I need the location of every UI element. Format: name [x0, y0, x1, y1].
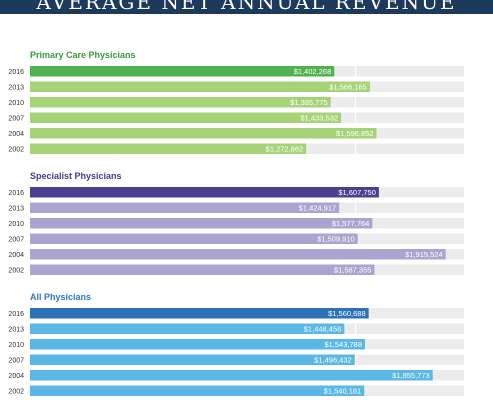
value-label: $1,915,524	[405, 250, 443, 259]
year-label: 2004	[8, 252, 24, 259]
bar	[30, 187, 379, 198]
bar	[30, 218, 373, 229]
year-label: 2007	[8, 237, 24, 244]
bar	[30, 354, 355, 365]
bar	[30, 66, 335, 77]
value-label: $1,509,910	[317, 235, 355, 244]
year-label: 2002	[8, 268, 24, 275]
value-label: $1,433,532	[301, 114, 339, 123]
bar	[30, 370, 433, 381]
year-label: 2016	[8, 69, 24, 76]
value-label: $1,424,917	[299, 204, 337, 213]
value-label: $1,272,862	[266, 145, 304, 154]
year-label: 2004	[8, 373, 24, 380]
year-label: 2016	[8, 311, 24, 318]
value-label: $1,855,773	[392, 371, 430, 380]
bar	[30, 339, 366, 350]
year-label: 2007	[8, 358, 24, 365]
year-label: 2010	[8, 342, 24, 349]
value-label: $1,566,165	[329, 83, 367, 92]
year-label: 2016	[8, 190, 24, 197]
group-title: Primary Care Physicians	[30, 50, 136, 60]
value-label: $1,577,764	[332, 219, 370, 228]
bar	[30, 385, 365, 396]
year-label: 2007	[8, 116, 24, 123]
value-label: $1,402,268	[294, 67, 332, 76]
bar	[30, 233, 358, 244]
year-label: 2013	[8, 206, 24, 213]
year-label: 2010	[8, 221, 24, 228]
group-title: Specialist Physicians	[30, 171, 122, 181]
value-label: $1,448,458	[304, 325, 342, 334]
bar	[30, 249, 446, 260]
group-title: All Physicians	[30, 292, 91, 302]
value-label: $1,385,775	[290, 98, 328, 107]
bar	[30, 81, 370, 92]
year-label: 2002	[8, 147, 24, 154]
year-label: 2013	[8, 327, 24, 334]
value-label: $1,540,181	[324, 387, 362, 396]
bar	[30, 97, 331, 108]
year-label: 2010	[8, 100, 24, 107]
bar	[30, 128, 377, 139]
bar	[30, 202, 340, 213]
bar	[30, 264, 375, 275]
value-label: $1,596,852	[336, 129, 374, 138]
bar	[30, 308, 369, 319]
bar	[30, 323, 345, 334]
value-label: $1,607,750	[338, 188, 376, 197]
year-label: 2013	[8, 85, 24, 92]
bar	[30, 143, 307, 154]
value-label: $1,496,432	[314, 356, 352, 365]
value-label: $1,560,688	[328, 309, 366, 318]
year-label: 2004	[8, 131, 24, 138]
value-label: $1,543,788	[324, 340, 362, 349]
chart-header-banner: AVERAGE NET ANNUAL REVENUE	[0, 0, 493, 14]
bar	[30, 112, 342, 123]
value-label: $1,587,355	[334, 266, 372, 275]
year-label: 2002	[8, 389, 24, 396]
chart-title: AVERAGE NET ANNUAL REVENUE	[36, 0, 457, 14]
